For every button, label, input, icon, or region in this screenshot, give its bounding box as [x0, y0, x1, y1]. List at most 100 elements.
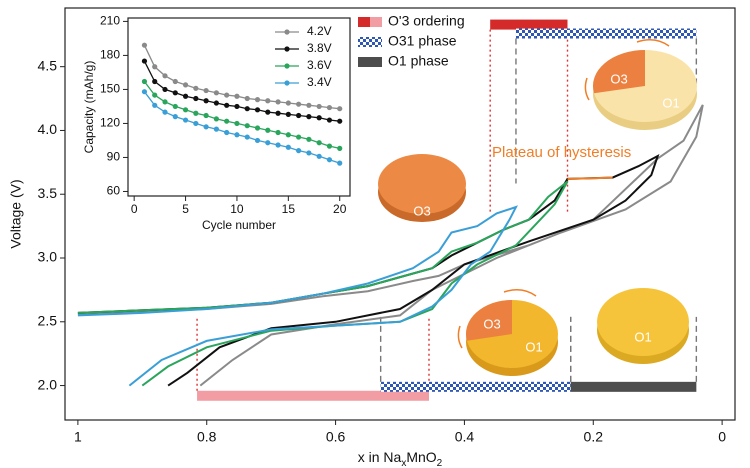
phase-bar: [570, 381, 697, 392]
x-axis-label: x in NaxMnO2: [358, 449, 443, 468]
y-axis-label: Voltage (V): [8, 179, 24, 248]
data-point: [172, 114, 178, 120]
x-tick-label: 1: [74, 429, 82, 445]
data-point: [162, 86, 168, 93]
data-point: [337, 106, 343, 112]
x-tick-label: 0.8: [197, 429, 217, 445]
data-point: [193, 110, 199, 116]
data-point: [275, 99, 281, 105]
data-point: [162, 99, 168, 105]
legend-label: O'3 ordering: [388, 13, 465, 29]
data-point: [326, 117, 333, 123]
data-point: [213, 100, 219, 106]
x-tick-label: 0: [718, 429, 726, 445]
data-point: [254, 137, 261, 144]
data-point: [234, 93, 240, 99]
legend-marker: [284, 46, 290, 52]
y-tick-label: 120: [100, 116, 120, 130]
data-point: [316, 103, 322, 110]
data-point: [224, 92, 230, 98]
data-point: [162, 73, 168, 79]
x-tick-label: 0.2: [584, 429, 604, 445]
plateau-annotation: Plateau of hysteresis: [492, 144, 631, 161]
disk: [378, 154, 466, 214]
data-point: [296, 148, 302, 154]
x-axis-label-part: x: [401, 458, 406, 468]
data-point: [265, 140, 271, 146]
x-tick-label: 5: [182, 202, 189, 216]
data-point: [326, 104, 333, 111]
data-point: [162, 109, 168, 115]
data-point: [275, 129, 281, 136]
data-point: [316, 115, 322, 121]
data-point: [213, 126, 219, 132]
data-point: [172, 90, 178, 96]
data-point: [316, 140, 322, 146]
rotation-arrow: [636, 39, 670, 47]
phase-bar: [515, 28, 697, 39]
data-point: [141, 78, 148, 85]
x-tick-label: 20: [333, 202, 347, 216]
legend-marker: [284, 80, 290, 86]
data-point: [254, 125, 261, 131]
x-axis-label: Cycle number: [202, 218, 276, 232]
series-line: [77, 104, 704, 387]
legend-swatch: [370, 17, 382, 27]
data-point: [306, 136, 312, 142]
data-point: [203, 87, 209, 94]
y-tick-label: 150: [100, 82, 120, 96]
data-point: [285, 144, 291, 150]
y-axis-label: Capacity (mAh/g): [82, 61, 96, 154]
data-point: [265, 109, 271, 115]
data-point: [224, 129, 230, 136]
legend-label: 3.4V: [307, 75, 332, 89]
data-point: [224, 118, 230, 124]
data-point: [337, 145, 343, 151]
data-point: [285, 132, 291, 138]
x-axis-label-part: 2: [437, 458, 443, 468]
data-point: [172, 103, 178, 110]
disk-wedge: [592, 50, 645, 94]
phase-bar: [197, 390, 429, 401]
legend-label: 4.2V: [307, 24, 332, 38]
data-point: [337, 160, 343, 166]
inset-chart: 0 5 10 15 20 60 90 120 150 180 210 Capacity (mAh/g)…: [82, 14, 351, 232]
x-tick-label: 0.4: [455, 429, 475, 445]
y-tick-label: 210: [100, 14, 120, 28]
data-point: [275, 142, 281, 148]
disk-label: O1: [525, 339, 542, 354]
legend-label: 3.6V: [307, 58, 332, 72]
data-point: [254, 107, 261, 113]
data-point: [244, 123, 250, 129]
data-point: [182, 107, 189, 113]
y-tick-label: 2.0: [38, 376, 58, 392]
data-point: [182, 82, 189, 88]
data-point: [141, 58, 148, 64]
x-tick-label: 0: [131, 202, 138, 216]
x-tick-label: 10: [230, 202, 244, 216]
disk-label: O3: [483, 316, 500, 331]
data-point: [141, 42, 148, 48]
legend-swatch: [358, 37, 382, 47]
data-point: [296, 134, 302, 140]
data-point: [203, 124, 209, 130]
data-point: [244, 106, 250, 112]
data-point: [152, 102, 158, 108]
data-point: [213, 116, 219, 122]
disk-label: O1: [634, 329, 651, 344]
data-point: [306, 102, 312, 108]
data-point: [285, 100, 291, 106]
data-point: [224, 102, 230, 108]
phase-bar: [380, 381, 571, 392]
data-point: [234, 132, 240, 138]
rotation-arrow: [457, 325, 463, 349]
phase-bar: [490, 19, 568, 30]
data-point: [244, 95, 250, 102]
data-point: [254, 97, 261, 103]
x-axis-label-part: MnO: [406, 449, 436, 465]
data-point: [203, 112, 209, 119]
data-point: [141, 89, 148, 95]
y-tick-label: 4.5: [38, 57, 58, 73]
data-point: [234, 120, 240, 127]
